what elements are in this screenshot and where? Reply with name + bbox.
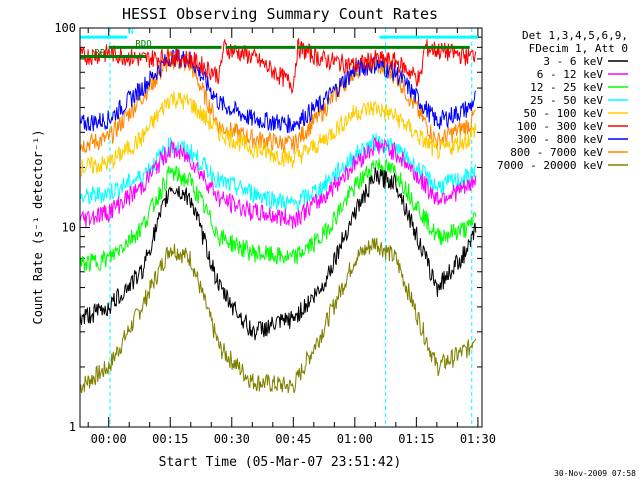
series-line bbox=[79, 136, 477, 229]
y-tick-label: 100 bbox=[54, 21, 76, 35]
x-tick-label: 01:30 bbox=[460, 432, 496, 446]
legend-entry-label: 25 - 50 keV bbox=[530, 94, 603, 107]
legend-entry-label: 300 - 800 keV bbox=[517, 133, 603, 146]
legend: Det 1,3,4,5,6,9,FDecim 1, Att 03 - 6 keV… bbox=[497, 29, 628, 172]
legend-entry-label: 6 - 12 keV bbox=[537, 68, 604, 81]
x-tick-label: 00:15 bbox=[152, 432, 188, 446]
legend-entry-label: 50 - 100 keV bbox=[524, 107, 604, 120]
series-line bbox=[79, 91, 477, 178]
flag-label: RP bbox=[94, 48, 105, 58]
y-tick-label: 10 bbox=[62, 221, 76, 235]
x-tick-label: 01:00 bbox=[337, 432, 373, 446]
x-tick-label: 00:30 bbox=[214, 432, 250, 446]
series-line bbox=[79, 167, 477, 341]
legend-entry-label: 7000 - 20000 keV bbox=[497, 159, 603, 172]
flag-label: N bbox=[128, 27, 133, 37]
chart-title: HESSI Observing Summary Count Rates bbox=[122, 5, 438, 23]
footer-timestamp: 30-Nov-2009 07:58 bbox=[554, 469, 636, 478]
x-tick-label: 00:00 bbox=[91, 432, 127, 446]
x-axis-label: Start Time (05-Mar-07 23:51:42) bbox=[159, 455, 402, 470]
legend-header: Det 1,3,4,5,6,9, bbox=[522, 29, 628, 42]
series-line bbox=[79, 158, 477, 273]
x-tick-label: 01:15 bbox=[398, 432, 434, 446]
series-line bbox=[79, 37, 477, 95]
legend-entry-label: 100 - 300 keV bbox=[517, 120, 603, 133]
flag-label: RDO bbox=[135, 39, 151, 49]
legend-entry-label: 12 - 25 keV bbox=[530, 81, 603, 94]
series-line bbox=[79, 48, 477, 134]
legend-header: FDecim 1, Att 0 bbox=[529, 42, 628, 55]
x-tick-label: 00:45 bbox=[275, 432, 311, 446]
legend-entry-label: 800 - 7000 keV bbox=[510, 146, 603, 159]
legend-entry-label: 3 - 6 keV bbox=[543, 55, 603, 68]
plot-layer: 1 10 100 00:00 00:15 00:30 00:45 01:00 01:15 01:3… bbox=[54, 21, 496, 446]
series-line bbox=[79, 237, 477, 394]
plot-frame bbox=[79, 27, 483, 428]
y-axis-label: Count Rate (s⁻¹ detector⁻¹) bbox=[31, 129, 45, 324]
y-tick-label: 1 bbox=[69, 420, 76, 434]
